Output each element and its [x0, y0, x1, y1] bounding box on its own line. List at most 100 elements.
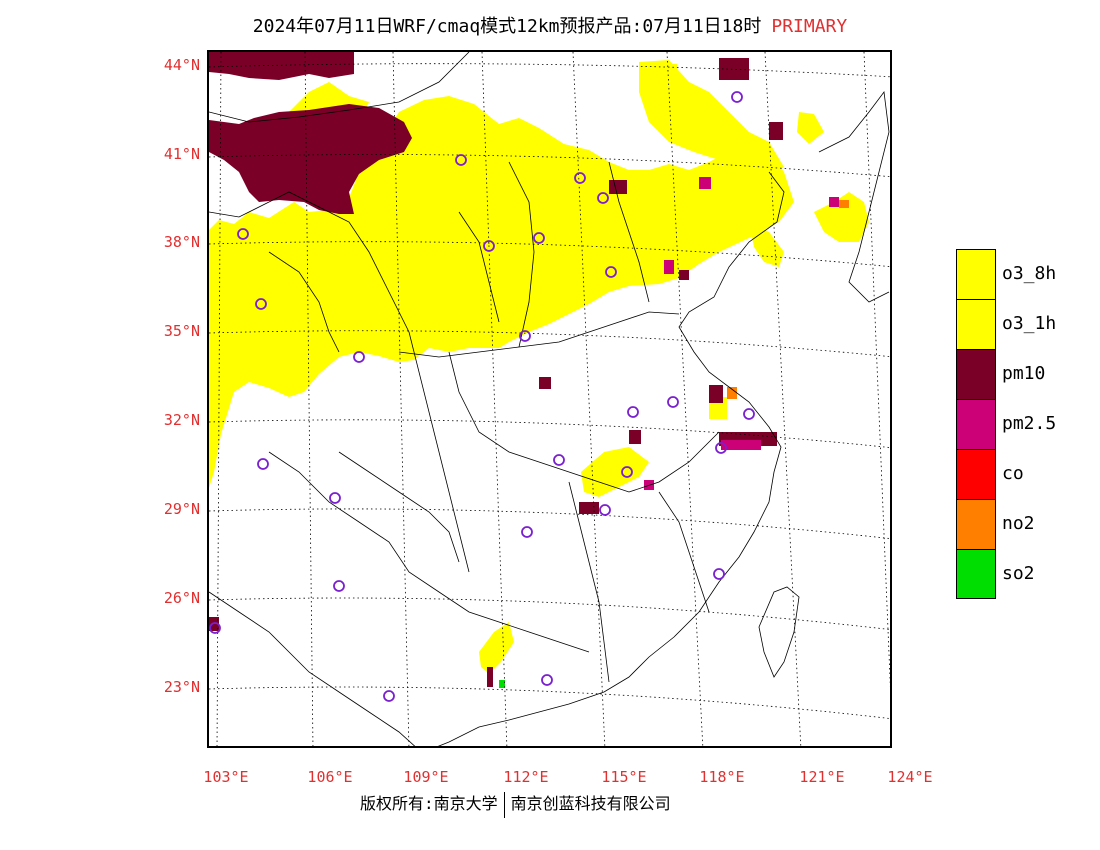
station-marker [713, 568, 725, 580]
boundary-inner-3 [508, 161, 535, 348]
lon-label-115: 115°E [601, 768, 647, 786]
legend-label: pm2.5 [1002, 413, 1057, 434]
parallel-26 [209, 597, 890, 630]
o3-patch-a [649, 64, 677, 84]
boundary-inner-8 [568, 481, 610, 683]
boundary-mongolia [209, 52, 470, 123]
boundary-inner-12 [458, 211, 500, 323]
station-marker [574, 172, 586, 184]
meridian-124 [863, 52, 890, 688]
o3-region-ne-strip [797, 112, 824, 144]
station-marker [383, 690, 395, 702]
legend-swatch [956, 299, 996, 349]
pm25-patch-1 [664, 260, 674, 274]
station-marker [731, 91, 743, 103]
station-marker [597, 192, 609, 204]
legend-label: no2 [1002, 513, 1035, 534]
station-marker [237, 228, 249, 240]
map-svg [209, 52, 890, 746]
o3-region-jiangxi [581, 447, 649, 497]
meridian-106 [304, 52, 314, 746]
lon-label-103: 103°E [203, 768, 249, 786]
no2-patch-shanghai [727, 387, 737, 399]
boundary-inner-7 [209, 591, 416, 746]
chart-title: 2024年07月11日WRF/cmaq模式12km预报产品:07月11日18时 P… [0, 12, 1100, 38]
boundary-inner-10 [338, 451, 460, 563]
station-marker [599, 504, 611, 516]
legend-swatch [956, 499, 996, 549]
o3-region-northeast [639, 60, 784, 177]
pm25-patch-5 [829, 197, 839, 207]
lon-label-106: 106°E [307, 768, 353, 786]
lat-label-32: 32°N [163, 411, 200, 429]
pm10-patch-wuhan [629, 430, 641, 444]
legend-item-co: co [956, 449, 1096, 499]
pm10-patch-east-1 [539, 377, 551, 389]
lat-label-44: 44°N [163, 56, 200, 74]
lat-label-29: 29°N [163, 500, 200, 518]
boundary-inner-5 [448, 351, 720, 493]
o3-region-west [209, 252, 239, 472]
pm10-region-nw-main [209, 104, 412, 214]
title-main: 2024年07月11日WRF/cmaq模式12km预报产品:07月11日18时 [252, 16, 762, 37]
o3-region-guangdong [479, 622, 514, 674]
footer-left: 版权所有:南京大学 [360, 794, 498, 813]
boundary-inner-1 [209, 191, 470, 573]
legend-item-pm25: pm2.5 [956, 399, 1096, 449]
lat-label-26: 26°N [163, 589, 200, 607]
legend-item-pm10: pm10 [956, 349, 1096, 399]
station-marker [333, 580, 345, 592]
pollutant-legend: o3_8h o3_1h pm10 pm2.5 co no2 so2 [956, 249, 1096, 599]
lon-label-109: 109°E [403, 768, 449, 786]
pm10-regions [209, 52, 783, 687]
legend-label: o3_8h [1002, 263, 1057, 284]
pm10-patch-jiangsu [709, 385, 723, 403]
pm10-patch-hubei [579, 502, 599, 514]
station-marker [715, 442, 727, 454]
graticule [209, 52, 890, 746]
so2-regions [499, 680, 505, 688]
station-marker [743, 408, 755, 420]
pm10-region-nw-top [209, 52, 354, 80]
station-marker [667, 396, 679, 408]
legend-label: so2 [1002, 563, 1035, 584]
boundary-inner-6 [268, 451, 590, 653]
station-marker [553, 454, 565, 466]
legend-swatch [956, 449, 996, 499]
station-marker [209, 622, 221, 634]
o3-region-liaodong [749, 222, 784, 267]
station-marker [621, 466, 633, 478]
map-panel [207, 50, 892, 748]
lon-label-112: 112°E [503, 768, 549, 786]
o3-region-north-china [209, 96, 794, 488]
station-markers [209, 91, 755, 702]
lat-label-35: 35°N [163, 322, 200, 340]
boundary-inner-2 [398, 311, 680, 358]
legend-item-no2: no2 [956, 499, 1096, 549]
lat-label-38: 38°N [163, 233, 200, 251]
copyright-footer: 版权所有:南京大学 南京创蓝科技有限公司 [360, 790, 671, 818]
station-marker [541, 674, 553, 686]
boundary-korea [818, 90, 890, 303]
station-marker [455, 154, 467, 166]
legend-item-o3-8h: o3_8h [956, 249, 1096, 299]
legend-label: pm10 [1002, 363, 1046, 384]
station-marker [483, 240, 495, 252]
lon-label-118: 118°E [699, 768, 745, 786]
boundary-inner-4 [608, 161, 650, 303]
footer-separator [503, 791, 505, 818]
lat-label-23: 23°N [163, 678, 200, 696]
station-marker [605, 266, 617, 278]
legend-swatch [956, 349, 996, 399]
station-marker [627, 406, 639, 418]
legend-swatch [956, 549, 996, 599]
legend-item-so2: so2 [956, 549, 1096, 599]
legend-label: o3_1h [1002, 313, 1057, 334]
boundary-inner-11 [268, 251, 340, 353]
station-marker [255, 298, 267, 310]
legend-item-o3-1h: o3_1h [956, 299, 1096, 349]
pm10-patch-shandong [679, 270, 689, 280]
footer-right: 南京创蓝科技有限公司 [510, 794, 671, 813]
legend-swatch [956, 249, 996, 299]
pm10-patch-gd [487, 667, 493, 687]
